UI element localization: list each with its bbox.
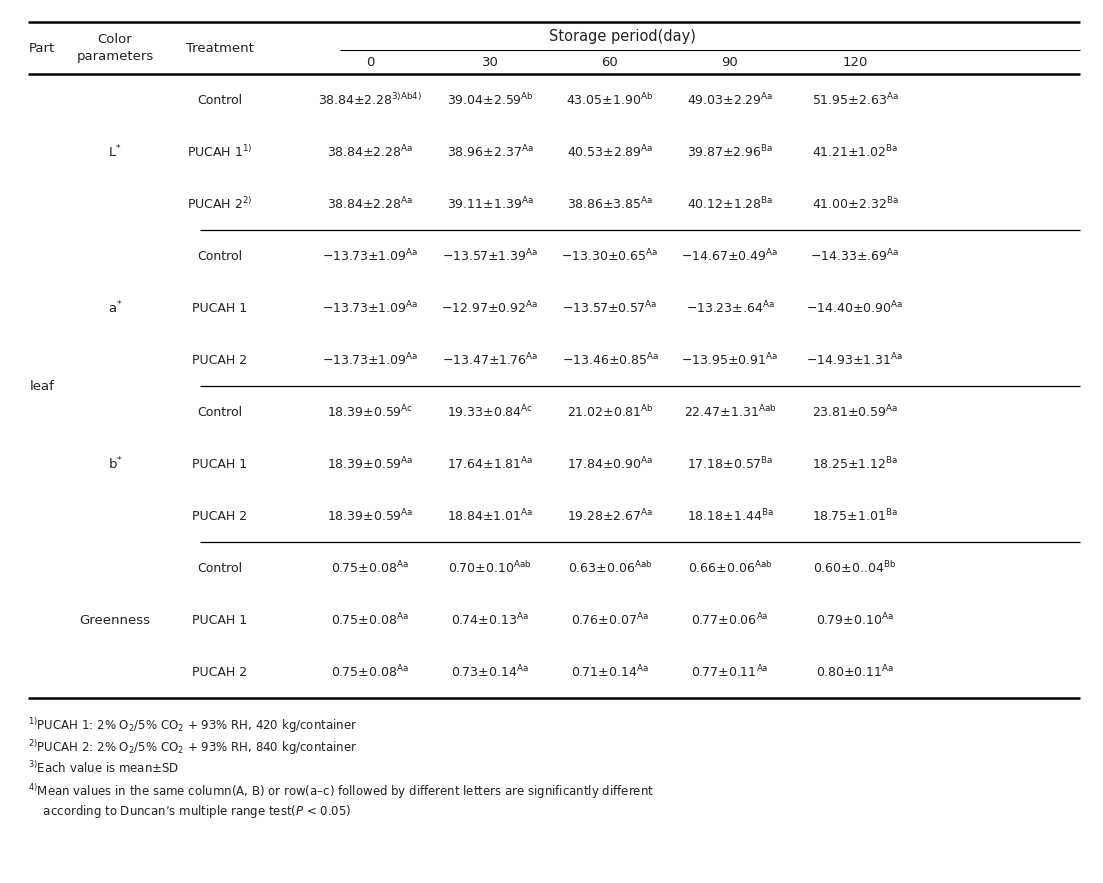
Text: 38.84±2.28$^{\mathregular{Aa}}$: 38.84±2.28$^{\mathregular{Aa}}$ [328,196,413,212]
Text: 0.75±0.08$^{\mathregular{Aa}}$: 0.75±0.08$^{\mathregular{Aa}}$ [331,560,409,577]
Text: 30: 30 [482,56,499,69]
Text: 19.33±0.84$^{\mathregular{Ac}}$: 19.33±0.84$^{\mathregular{Ac}}$ [447,404,533,420]
Text: 18.25±1.12$^{\mathregular{Ba}}$: 18.25±1.12$^{\mathregular{Ba}}$ [812,456,898,472]
Text: 23.81±0.59$^{\mathregular{Aa}}$: 23.81±0.59$^{\mathregular{Aa}}$ [812,404,898,420]
Text: −13.47±1.76$^{\mathregular{Aa}}$: −13.47±1.76$^{\mathregular{Aa}}$ [442,351,538,368]
Text: $^{\mathregular{1)}}$PUCAH 1: 2% O$_{\mathregular{2}}$/5% CO$_{\mathregular{2}}$: $^{\mathregular{1)}}$PUCAH 1: 2% O$_{\ma… [28,716,357,735]
Text: −14.40±0.90$^{\mathregular{Aa}}$: −14.40±0.90$^{\mathregular{Aa}}$ [806,299,903,316]
Text: −13.73±1.09$^{\mathregular{Aa}}$: −13.73±1.09$^{\mathregular{Aa}}$ [322,351,418,368]
Text: −12.97±0.92$^{\mathregular{Aa}}$: −12.97±0.92$^{\mathregular{Aa}}$ [441,299,538,316]
Text: 60: 60 [601,56,619,69]
Text: 120: 120 [843,56,868,69]
Text: Greenness: Greenness [79,614,150,627]
Text: −14.93±1.31$^{\mathregular{Aa}}$: −14.93±1.31$^{\mathregular{Aa}}$ [806,351,903,368]
Text: 18.75±1.01$^{\mathregular{Ba}}$: 18.75±1.01$^{\mathregular{Ba}}$ [812,508,898,525]
Text: 19.28±2.67$^{\mathregular{Aa}}$: 19.28±2.67$^{\mathregular{Aa}}$ [567,508,653,525]
Text: 39.87±2.96$^{\mathregular{Ba}}$: 39.87±2.96$^{\mathregular{Ba}}$ [687,144,773,161]
Text: −13.57±1.39$^{\mathregular{Aa}}$: −13.57±1.39$^{\mathregular{Aa}}$ [442,248,538,264]
Text: −13.46±0.85$^{\mathregular{Aa}}$: −13.46±0.85$^{\mathregular{Aa}}$ [561,351,658,368]
Text: 38.86±3.85$^{\mathregular{Aa}}$: 38.86±3.85$^{\mathregular{Aa}}$ [567,196,653,212]
Text: Storage period(day): Storage period(day) [549,28,696,43]
Text: −13.95±0.91$^{\mathregular{Aa}}$: −13.95±0.91$^{\mathregular{Aa}}$ [682,351,779,368]
Text: $^{\mathregular{4)}}$Mean values in the same column(A, B) or row(a–c) followed b: $^{\mathregular{4)}}$Mean values in the … [28,782,654,820]
Text: 0.70±0.10$^{\mathregular{Aab}}$: 0.70±0.10$^{\mathregular{Aab}}$ [448,560,532,576]
Text: $^{\mathregular{2)}}$PUCAH 2: 2% O$_{\mathregular{2}}$/5% CO$_{\mathregular{2}}$: $^{\mathregular{2)}}$PUCAH 2: 2% O$_{\ma… [28,738,357,757]
Text: 51.95±2.63$^{\mathregular{Aa}}$: 51.95±2.63$^{\mathregular{Aa}}$ [812,92,898,109]
Text: −13.73±1.09$^{\mathregular{Aa}}$: −13.73±1.09$^{\mathregular{Aa}}$ [322,248,418,264]
Text: 0.80±0.11$^{\mathregular{Aa}}$: 0.80±0.11$^{\mathregular{Aa}}$ [816,664,895,680]
Text: PUCAH 2: PUCAH 2 [192,353,247,366]
Text: 18.39±0.59$^{\mathregular{Ac}}$: 18.39±0.59$^{\mathregular{Ac}}$ [328,404,413,420]
Text: b$^{\mathregular{*}}$: b$^{\mathregular{*}}$ [108,456,122,472]
Text: −13.30±0.65$^{\mathregular{Aa}}$: −13.30±0.65$^{\mathregular{Aa}}$ [561,248,658,264]
Text: 39.11±1.39$^{\mathregular{Aa}}$: 39.11±1.39$^{\mathregular{Aa}}$ [447,196,534,212]
Text: PUCAH 2: PUCAH 2 [192,509,247,523]
Text: 0.71±0.14$^{\mathregular{Aa}}$: 0.71±0.14$^{\mathregular{Aa}}$ [571,664,649,680]
Text: 18.39±0.59$^{\mathregular{Aa}}$: 18.39±0.59$^{\mathregular{Aa}}$ [326,508,414,525]
Text: 41.00±2.32$^{\mathregular{Ba}}$: 41.00±2.32$^{\mathregular{Ba}}$ [812,196,899,212]
Text: Color
parameters: Color parameters [76,33,153,63]
Text: 41.21±1.02$^{\mathregular{Ba}}$: 41.21±1.02$^{\mathregular{Ba}}$ [812,144,898,161]
Text: 38.84±2.28$^{\mathregular{3)Ab4)}}$: 38.84±2.28$^{\mathregular{3)Ab4)}}$ [318,92,422,108]
Text: Control: Control [197,94,243,107]
Text: 0.60±0..04$^{\mathregular{Bb}}$: 0.60±0..04$^{\mathregular{Bb}}$ [813,560,897,576]
Text: 0.73±0.14$^{\mathregular{Aa}}$: 0.73±0.14$^{\mathregular{Aa}}$ [451,664,529,680]
Text: 21.02±0.81$^{\mathregular{Ab}}$: 21.02±0.81$^{\mathregular{Ab}}$ [567,404,653,420]
Text: 17.18±0.57$^{\mathregular{Ba}}$: 17.18±0.57$^{\mathregular{Ba}}$ [687,456,773,472]
Text: 40.53±2.89$^{\mathregular{Aa}}$: 40.53±2.89$^{\mathregular{Aa}}$ [567,144,653,161]
Text: 0.77±0.06$^{\mathregular{Aa}}$: 0.77±0.06$^{\mathregular{Aa}}$ [692,612,769,629]
Text: 0.76±0.07$^{\mathregular{Aa}}$: 0.76±0.07$^{\mathregular{Aa}}$ [571,612,649,629]
Text: 39.04±2.59$^{\mathregular{Ab}}$: 39.04±2.59$^{\mathregular{Ab}}$ [447,92,533,108]
Text: a$^{\mathregular{*}}$: a$^{\mathregular{*}}$ [108,299,122,316]
Text: PUCAH 1$^{\mathregular{1)}}$: PUCAH 1$^{\mathregular{1)}}$ [188,144,253,160]
Text: PUCAH 2: PUCAH 2 [192,666,247,678]
Text: −13.73±1.09$^{\mathregular{Aa}}$: −13.73±1.09$^{\mathregular{Aa}}$ [322,299,418,316]
Text: Treatment: Treatment [186,42,254,55]
Text: 17.84±0.90$^{\mathregular{Aa}}$: 17.84±0.90$^{\mathregular{Aa}}$ [567,456,653,472]
Text: PUCAH 1: PUCAH 1 [192,301,247,314]
Text: Control: Control [197,562,243,575]
Text: PUCAH 2$^{\mathregular{2)}}$: PUCAH 2$^{\mathregular{2)}}$ [188,196,253,212]
Text: 40.12±1.28$^{\mathregular{Ba}}$: 40.12±1.28$^{\mathregular{Ba}}$ [687,196,773,212]
Text: Control: Control [197,405,243,419]
Text: 0: 0 [366,56,374,69]
Text: 0.66±0.06$^{\mathregular{Aab}}$: 0.66±0.06$^{\mathregular{Aab}}$ [687,560,772,576]
Text: −13.57±0.57$^{\mathregular{Aa}}$: −13.57±0.57$^{\mathregular{Aa}}$ [563,299,657,316]
Text: 0.74±0.13$^{\mathregular{Aa}}$: 0.74±0.13$^{\mathregular{Aa}}$ [451,612,529,629]
Text: 0.77±0.11$^{\mathregular{Aa}}$: 0.77±0.11$^{\mathregular{Aa}}$ [692,664,769,680]
Text: 49.03±2.29$^{\mathregular{Aa}}$: 49.03±2.29$^{\mathregular{Aa}}$ [687,92,773,109]
Text: 0.75±0.08$^{\mathregular{Aa}}$: 0.75±0.08$^{\mathregular{Aa}}$ [331,612,409,629]
Text: PUCAH 1: PUCAH 1 [192,614,247,627]
Text: Part: Part [29,42,55,55]
Text: 0.79±0.10$^{\mathregular{Aa}}$: 0.79±0.10$^{\mathregular{Aa}}$ [816,612,893,629]
Text: leaf: leaf [30,380,54,393]
Text: PUCAH 1: PUCAH 1 [192,457,247,471]
Text: 22.47±1.31$^{\mathregular{Aab}}$: 22.47±1.31$^{\mathregular{Aab}}$ [684,404,777,420]
Text: 18.39±0.59$^{\mathregular{Aa}}$: 18.39±0.59$^{\mathregular{Aa}}$ [326,456,414,472]
Text: 43.05±1.90$^{\mathregular{Ab}}$: 43.05±1.90$^{\mathregular{Ab}}$ [567,92,654,108]
Text: −13.23±.64$^{\mathregular{Aa}}$: −13.23±.64$^{\mathregular{Aa}}$ [686,299,774,316]
Text: −14.67±0.49$^{\mathregular{Aa}}$: −14.67±0.49$^{\mathregular{Aa}}$ [682,248,779,264]
Text: −14.33±.69$^{\mathregular{Aa}}$: −14.33±.69$^{\mathregular{Aa}}$ [811,248,900,264]
Text: 0.75±0.08$^{\mathregular{Aa}}$: 0.75±0.08$^{\mathregular{Aa}}$ [331,664,409,680]
Text: 38.96±2.37$^{\mathregular{Aa}}$: 38.96±2.37$^{\mathregular{Aa}}$ [447,144,534,161]
Text: 17.64±1.81$^{\mathregular{Aa}}$: 17.64±1.81$^{\mathregular{Aa}}$ [447,456,533,472]
Text: L$^{\mathregular{*}}$: L$^{\mathregular{*}}$ [108,144,122,161]
Text: 18.84±1.01$^{\mathregular{Aa}}$: 18.84±1.01$^{\mathregular{Aa}}$ [447,508,533,525]
Text: 18.18±1.44$^{\mathregular{Ba}}$: 18.18±1.44$^{\mathregular{Ba}}$ [686,508,773,525]
Text: $^{\mathregular{3)}}$Each value is mean±SD: $^{\mathregular{3)}}$Each value is mean±… [28,760,179,776]
Text: 38.84±2.28$^{\mathregular{Aa}}$: 38.84±2.28$^{\mathregular{Aa}}$ [328,144,413,161]
Text: 90: 90 [721,56,738,69]
Text: Control: Control [197,250,243,262]
Text: 0.63±0.06$^{\mathregular{Aab}}$: 0.63±0.06$^{\mathregular{Aab}}$ [568,560,652,576]
